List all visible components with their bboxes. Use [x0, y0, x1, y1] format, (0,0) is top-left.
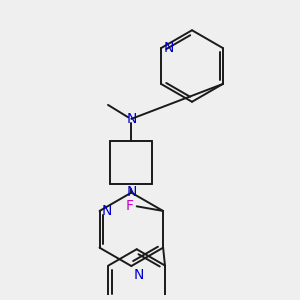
Text: N: N: [102, 204, 112, 218]
Text: F: F: [126, 199, 134, 213]
Text: N: N: [126, 112, 136, 126]
Text: N: N: [126, 185, 136, 199]
Text: N: N: [164, 41, 174, 55]
Text: N: N: [134, 268, 144, 282]
